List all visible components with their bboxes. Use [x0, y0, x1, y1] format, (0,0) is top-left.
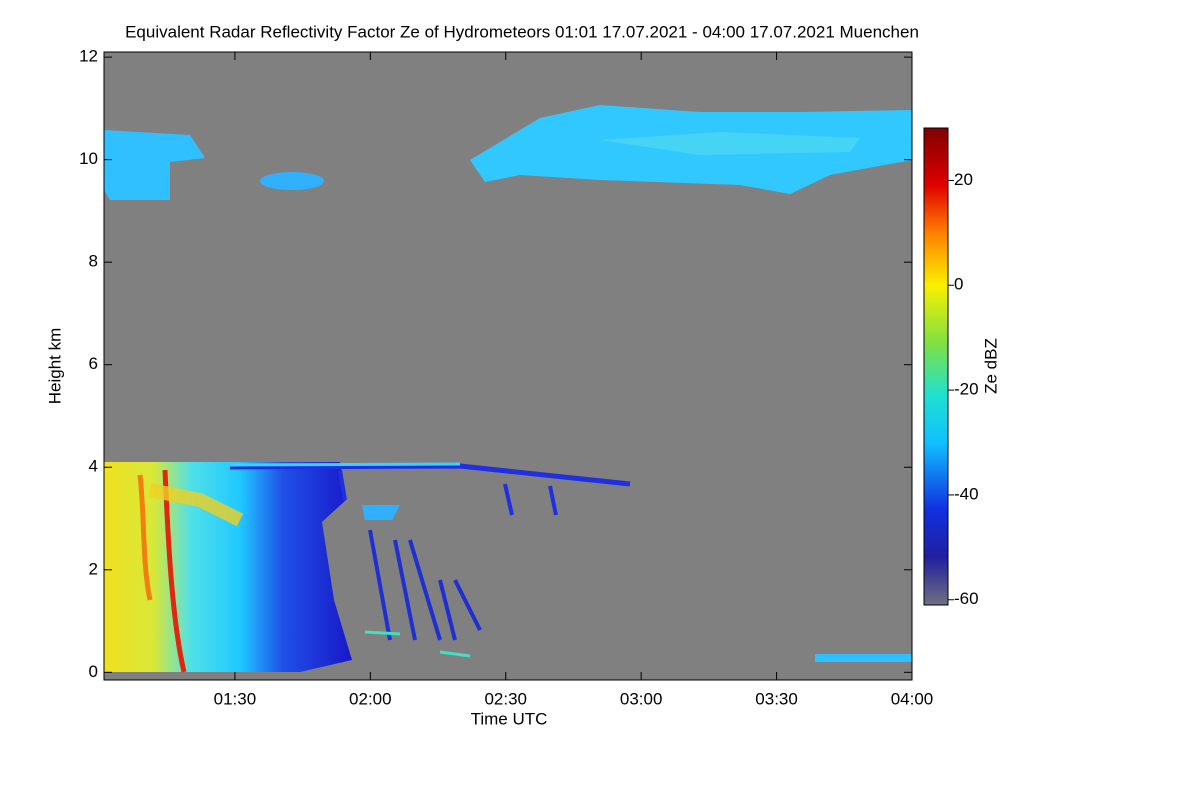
- x-tick-label: 03:30: [755, 689, 798, 708]
- plot-frame: [103, 51, 913, 681]
- y-tick-label: 10: [79, 149, 98, 168]
- colorbar-tick-label: -60: [954, 589, 979, 608]
- y-tick-label: 0: [89, 662, 98, 681]
- y-tick-label: 12: [79, 47, 98, 66]
- colorbar-label: Ze dBZ: [981, 338, 1000, 394]
- y-tick-label: 4: [89, 457, 98, 476]
- y-axis-label: Height km: [45, 328, 64, 405]
- colorbar-tick-label: 20: [954, 170, 973, 189]
- chart-title: Equivalent Radar Reflectivity Factor Ze …: [125, 22, 919, 41]
- colorbar-tick-label: -40: [954, 484, 979, 503]
- reflectivity-field: [104, 105, 912, 673]
- y-tick-label: 6: [89, 354, 98, 373]
- x-tick-label: 02:00: [349, 689, 392, 708]
- colorbar: [923, 127, 949, 606]
- x-tick-label: 03:00: [620, 689, 663, 708]
- y-tick-label: 2: [89, 559, 98, 578]
- x-tick-label: 04:00: [891, 689, 934, 708]
- x-tick-label: 02:30: [484, 689, 527, 708]
- x-axis-label: Time UTC: [471, 709, 548, 728]
- colorbar-tick-label: 0: [954, 275, 963, 294]
- x-tick-label: 01:30: [214, 689, 257, 708]
- y-tick-label: 8: [89, 252, 98, 271]
- colorbar-tick-label: -20: [954, 380, 979, 399]
